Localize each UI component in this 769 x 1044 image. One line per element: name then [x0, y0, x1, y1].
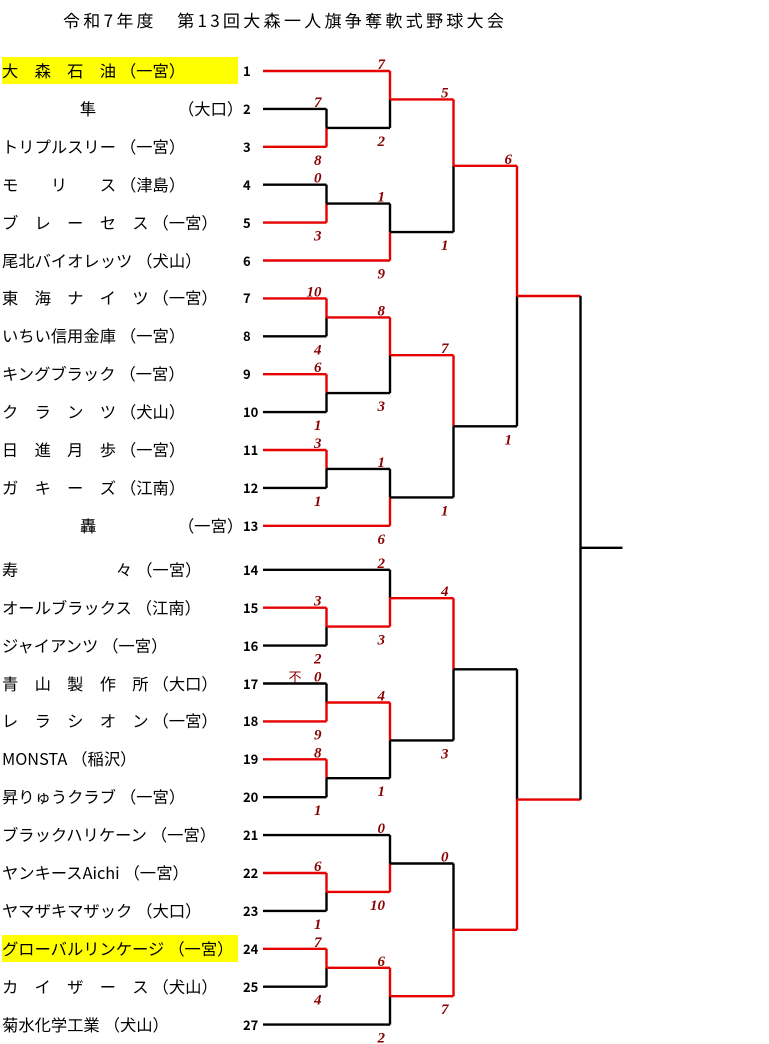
svg-text:1: 1 — [505, 432, 513, 448]
svg-text:8: 8 — [378, 303, 386, 319]
svg-text:1: 1 — [441, 503, 449, 519]
svg-text:6: 6 — [505, 152, 513, 168]
svg-text:6: 6 — [378, 954, 386, 970]
svg-text:10: 10 — [307, 284, 323, 300]
svg-text:1: 1 — [378, 455, 386, 471]
svg-text:3: 3 — [313, 436, 322, 452]
svg-text:5: 5 — [441, 85, 449, 101]
svg-text:0: 0 — [378, 821, 386, 837]
svg-text:9: 9 — [314, 727, 322, 743]
svg-text:10: 10 — [370, 898, 386, 914]
svg-text:2: 2 — [377, 134, 386, 150]
svg-text:1: 1 — [314, 418, 322, 434]
svg-text:不: 不 — [288, 667, 301, 686]
svg-text:3: 3 — [377, 399, 386, 415]
svg-text:2: 2 — [377, 556, 386, 572]
svg-text:3: 3 — [377, 633, 386, 649]
svg-text:1: 1 — [314, 917, 322, 933]
svg-text:4: 4 — [377, 689, 386, 705]
svg-text:7: 7 — [378, 57, 386, 73]
svg-text:4: 4 — [313, 993, 322, 1009]
svg-text:1: 1 — [378, 784, 386, 800]
svg-text:1: 1 — [441, 238, 449, 254]
svg-text:3: 3 — [440, 746, 449, 762]
svg-text:6: 6 — [314, 360, 322, 376]
svg-text:6: 6 — [378, 532, 386, 548]
svg-text:2: 2 — [377, 1031, 386, 1044]
svg-text:6: 6 — [314, 859, 322, 875]
svg-text:9: 9 — [378, 267, 386, 283]
svg-text:7: 7 — [314, 935, 322, 951]
svg-text:1: 1 — [314, 803, 322, 819]
svg-text:4: 4 — [313, 342, 322, 358]
svg-text:4: 4 — [440, 584, 449, 600]
svg-text:1: 1 — [314, 494, 322, 510]
svg-text:0: 0 — [441, 850, 449, 866]
svg-text:0: 0 — [314, 171, 322, 187]
svg-text:7: 7 — [441, 1002, 449, 1018]
svg-text:2: 2 — [313, 652, 322, 668]
svg-text:7: 7 — [314, 95, 322, 111]
svg-text:8: 8 — [314, 745, 322, 761]
svg-text:3: 3 — [313, 229, 322, 245]
svg-text:0: 0 — [314, 670, 322, 686]
svg-text:1: 1 — [378, 190, 386, 206]
svg-text:8: 8 — [314, 153, 322, 169]
svg-text:7: 7 — [441, 341, 449, 357]
svg-text:3: 3 — [313, 594, 322, 610]
